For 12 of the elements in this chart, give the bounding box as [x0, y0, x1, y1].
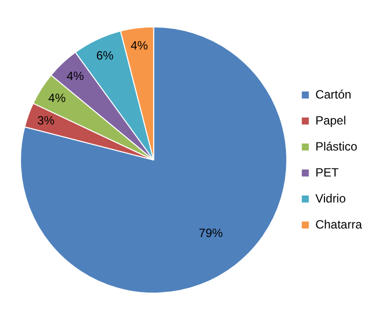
data-label: 4% [66, 68, 84, 83]
data-label: 6% [96, 48, 114, 63]
legend-label: Papel [315, 113, 346, 128]
legend-label: Plástico [315, 139, 358, 154]
legend-label: Vidrio [315, 191, 346, 206]
legend-label: Chatarra [315, 217, 362, 232]
legend-label: PET [315, 165, 340, 180]
data-label: 79% [198, 226, 224, 240]
legend-label: Cartón [315, 87, 352, 102]
data-label: 4% [130, 38, 148, 53]
data-label: 4% [48, 90, 66, 105]
data-label: 3% [37, 114, 55, 128]
